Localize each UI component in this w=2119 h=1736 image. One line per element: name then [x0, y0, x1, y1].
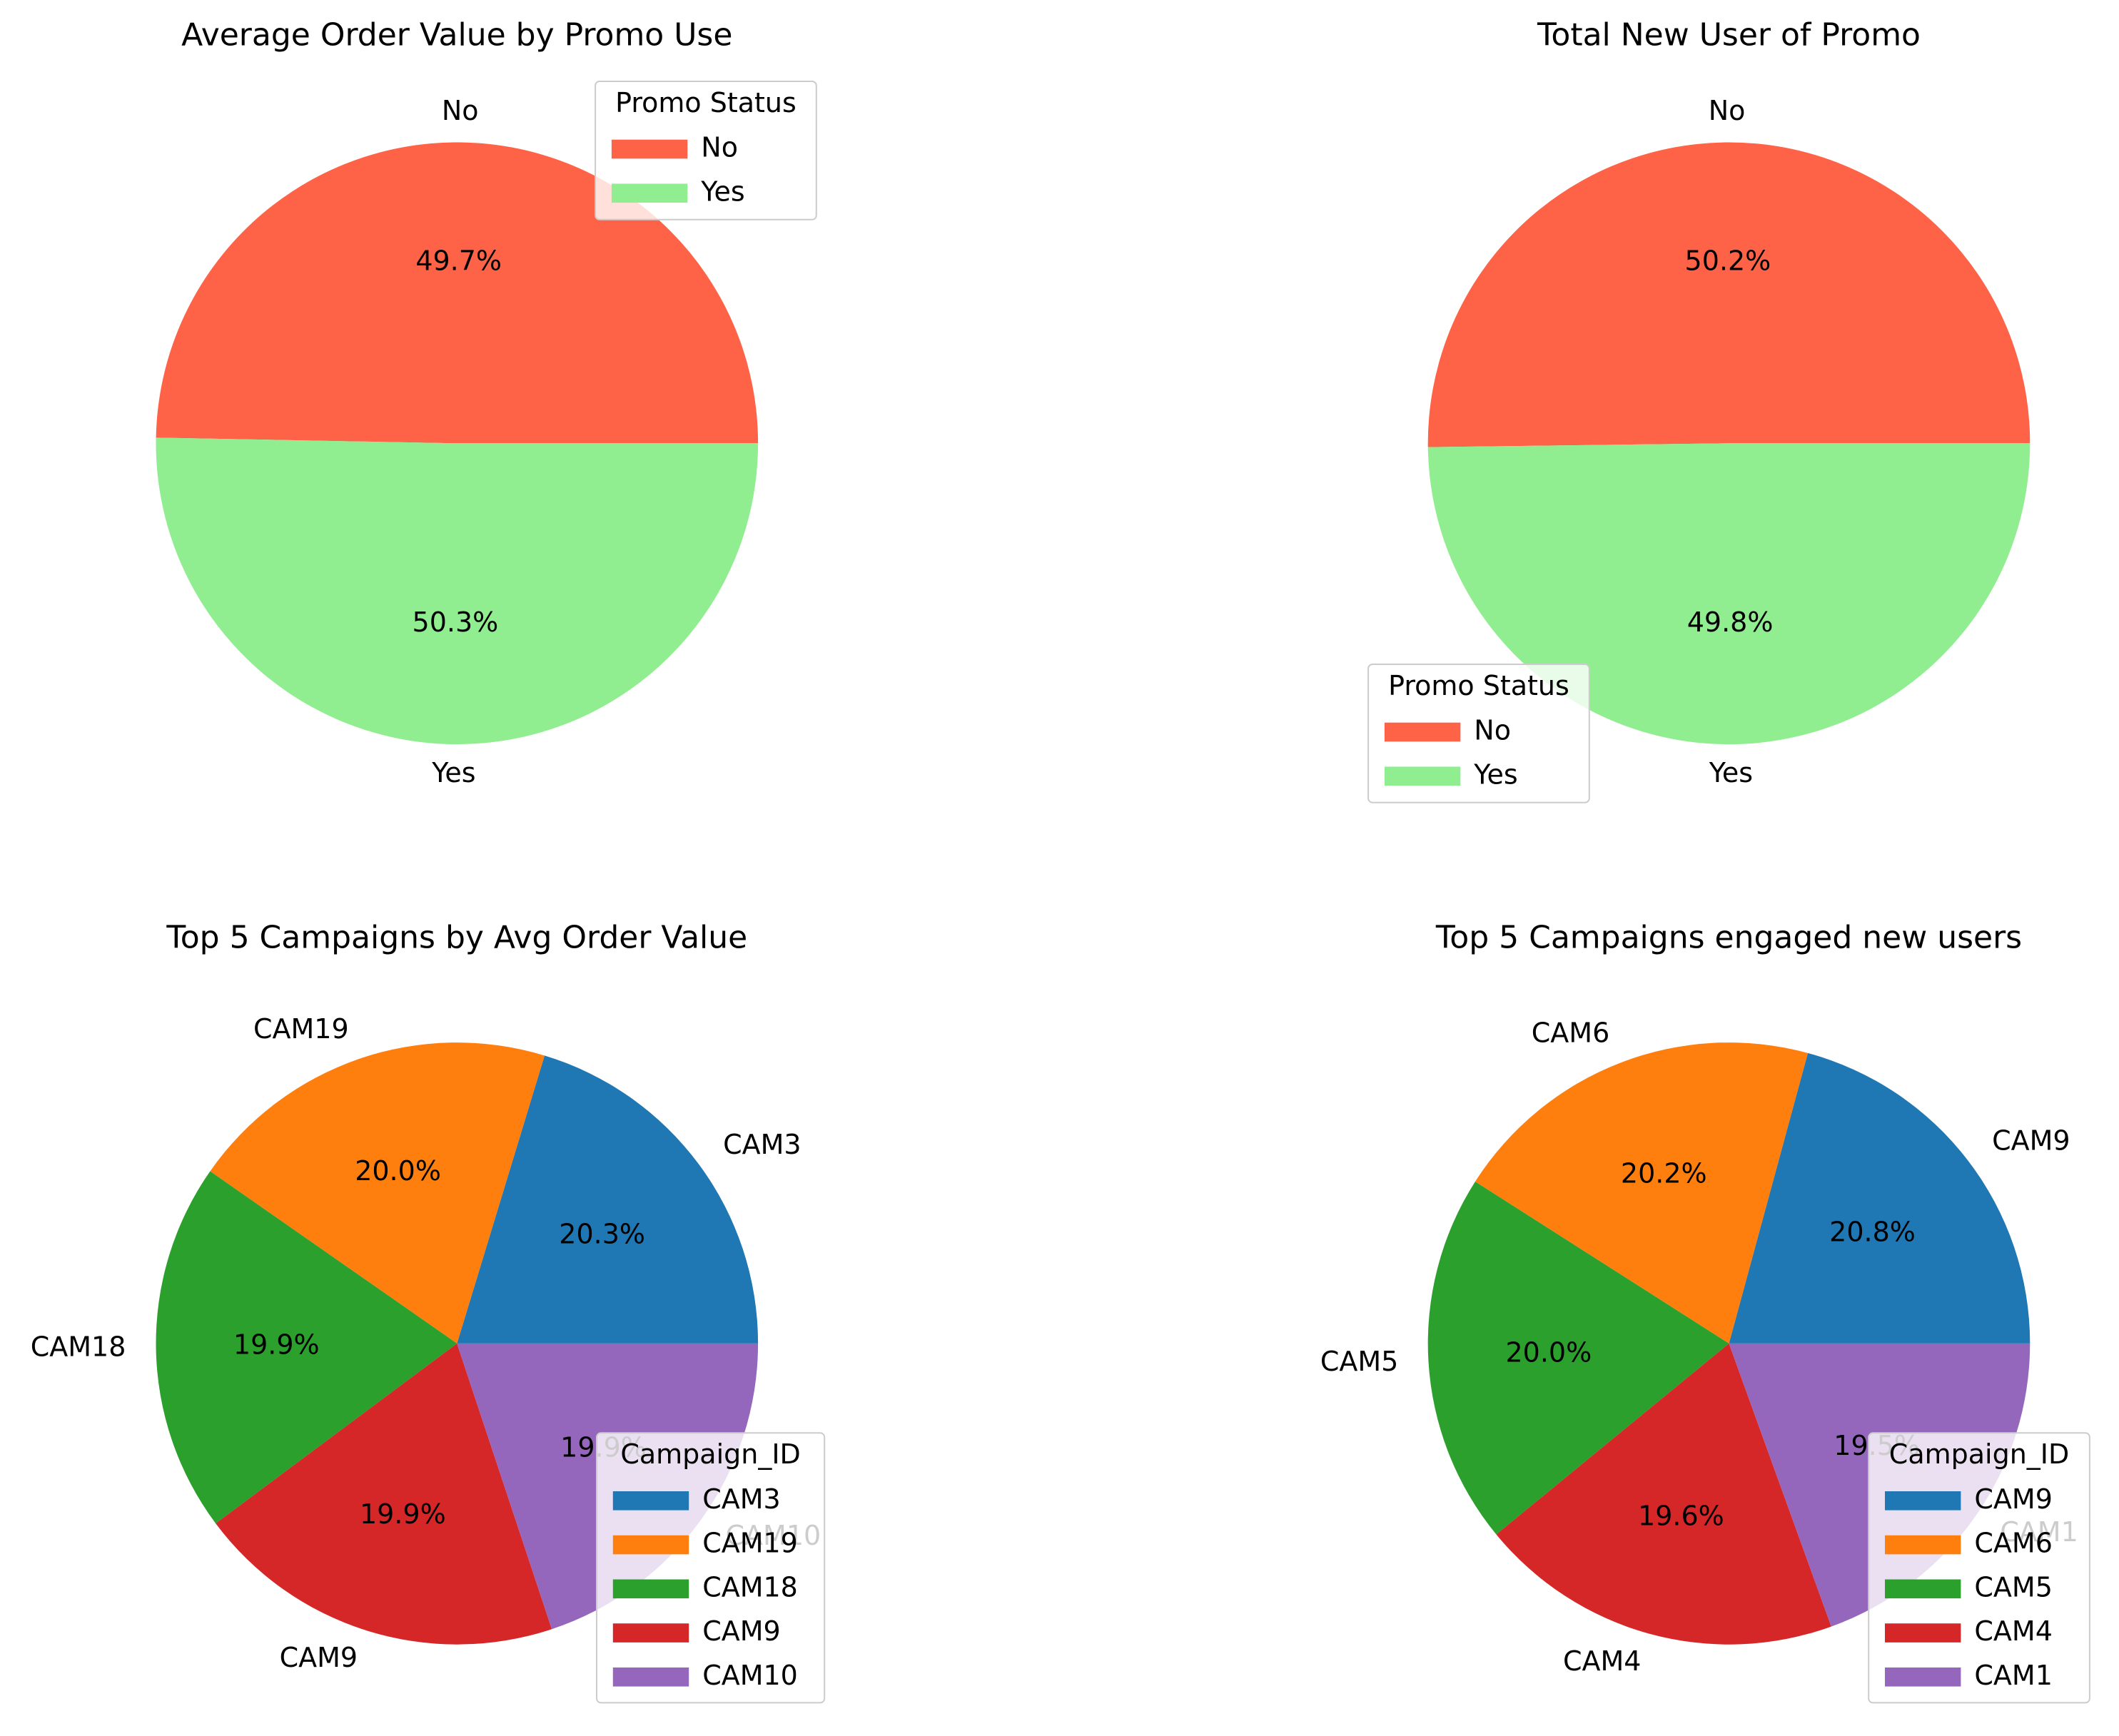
- pie-chart-3: Top 5 Campaigns by Avg Order Value CAM3 20…: [31, 920, 826, 1704]
- pie-chart-4: Top 5 Campaigns engaged new users CAM9 20.…: [1320, 920, 2090, 1704]
- chart-title: Average Order Value by Promo Use: [181, 16, 732, 53]
- percent-label-yes: 49.8%: [1687, 606, 1774, 638]
- pie-slice-cam5: [1427, 1181, 1729, 1535]
- percent-label-yes: 50.3%: [413, 606, 499, 638]
- percent-label-cam18: 19.9%: [233, 1329, 320, 1360]
- pie-slice-cam9: [216, 1343, 552, 1645]
- legend-swatch-cam5: [1885, 1579, 1961, 1599]
- legend-swatch-cam4: [1885, 1623, 1961, 1643]
- legend: Promo Status No Yes: [595, 81, 817, 220]
- percent-label-cam5: 20.0%: [1506, 1336, 1592, 1368]
- pie-slice-cam18: [156, 1171, 457, 1524]
- percent-label-cam19: 20.0%: [355, 1155, 441, 1187]
- pie-labels: No 49.7% Yes 50.3%: [413, 95, 502, 788]
- slice-label-cam19: CAM19: [253, 1013, 349, 1045]
- pie-slice-cam9: [1729, 1052, 2031, 1344]
- legend-entry-cam5: CAM5: [1974, 1571, 2053, 1603]
- pie-wedges: [156, 142, 759, 745]
- legend-entry-no: No: [1474, 715, 1511, 746]
- percent-label-no: 49.7%: [415, 245, 502, 277]
- pie-slice-cam19: [210, 1042, 545, 1344]
- pie-wedges: [156, 1042, 759, 1645]
- legend-entry-no: No: [701, 132, 738, 163]
- legend-entry-yes: Yes: [700, 176, 744, 207]
- legend-entry-cam4: CAM4: [1974, 1615, 2053, 1647]
- legend: Campaign_ID CAM3 CAM19 CAM18 CAM9 CAM10: [596, 1432, 826, 1704]
- legend-entry-cam6: CAM6: [1974, 1528, 2053, 1559]
- legend-swatch-cam18: [612, 1579, 689, 1599]
- pie-slice-cam4: [1496, 1343, 1831, 1645]
- percent-label-cam4: 19.6%: [1638, 1500, 1724, 1531]
- legend-entry-cam3: CAM3: [702, 1483, 780, 1515]
- chart-title: Total New User of Promo: [1537, 16, 1921, 53]
- legend-entry-cam9: CAM9: [1974, 1483, 2053, 1515]
- slice-label-cam5: CAM5: [1320, 1346, 1399, 1377]
- legend-entry-cam10: CAM10: [702, 1660, 798, 1691]
- legend-title: Promo Status: [1388, 670, 1569, 701]
- percent-label-no: 50.2%: [1685, 245, 1771, 277]
- legend: Promo Status No Yes: [1367, 664, 1590, 803]
- legend-entry-cam19: CAM19: [702, 1528, 798, 1559]
- slice-label-no: No: [442, 95, 479, 126]
- slice-label-cam9: CAM9: [1992, 1125, 2070, 1157]
- legend-title: Campaign_ID: [620, 1438, 800, 1470]
- pie-chart-1: Average Order Value by Promo Use No 49.7% Y…: [156, 16, 817, 788]
- slice-label-cam6: CAM6: [1532, 1017, 1610, 1049]
- legend-swatch-yes: [611, 183, 688, 203]
- legend-swatch-cam1: [1885, 1668, 1961, 1687]
- pie-chart-2: Total New User of Promo No 50.2% Yes 49.8% Pr…: [1367, 16, 2031, 803]
- slice-label-cam18: CAM18: [31, 1331, 126, 1363]
- pie-slice-no: [1427, 142, 2031, 447]
- legend-swatch-yes: [1384, 766, 1461, 786]
- legend-entry-cam1: CAM1: [1974, 1660, 2053, 1691]
- legend-swatch-cam6: [1885, 1535, 1961, 1555]
- legend-swatch-cam9: [1885, 1491, 1961, 1511]
- percent-label-cam6: 20.2%: [1621, 1157, 1707, 1189]
- legend-swatch-cam10: [612, 1668, 689, 1687]
- legend-swatch-cam3: [612, 1491, 689, 1511]
- slice-label-cam9: CAM9: [280, 1642, 358, 1673]
- legend-swatch-cam9: [612, 1623, 689, 1643]
- legend-entry-yes: Yes: [1473, 758, 1517, 790]
- pie-slice-yes: [156, 437, 759, 745]
- chart-title: Top 5 Campaigns engaged new users: [1435, 920, 2022, 956]
- legend-swatch-cam19: [612, 1535, 689, 1555]
- legend-title: Promo Status: [615, 87, 796, 118]
- legend-entry-cam9: CAM9: [702, 1615, 780, 1647]
- pie-wedges: [1427, 142, 2031, 745]
- legend-title: Campaign_ID: [1889, 1438, 2069, 1470]
- slice-label-no: No: [1709, 95, 1746, 126]
- slice-label-cam3: CAM3: [723, 1129, 801, 1160]
- pie-slice-cam3: [457, 1055, 759, 1344]
- chart-title: Top 5 Campaigns by Avg Order Value: [166, 920, 747, 956]
- legend: Campaign_ID CAM9 CAM6 CAM5 CAM4 CAM1: [1868, 1432, 2090, 1704]
- legend-entry-cam18: CAM18: [702, 1571, 798, 1603]
- slice-label-yes: Yes: [431, 757, 475, 788]
- legend-swatch-no: [1384, 722, 1461, 742]
- pie-labels: No 50.2% Yes 49.8%: [1685, 95, 1774, 788]
- legend-swatch-no: [611, 139, 688, 159]
- pie-slice-cam6: [1475, 1042, 1809, 1344]
- percent-label-cam3: 20.3%: [559, 1219, 645, 1250]
- slice-label-yes: Yes: [1709, 757, 1753, 788]
- slice-label-cam4: CAM4: [1563, 1645, 1642, 1677]
- percent-label-cam9: 20.8%: [1829, 1217, 1916, 1248]
- percent-label-cam9: 19.9%: [360, 1498, 446, 1530]
